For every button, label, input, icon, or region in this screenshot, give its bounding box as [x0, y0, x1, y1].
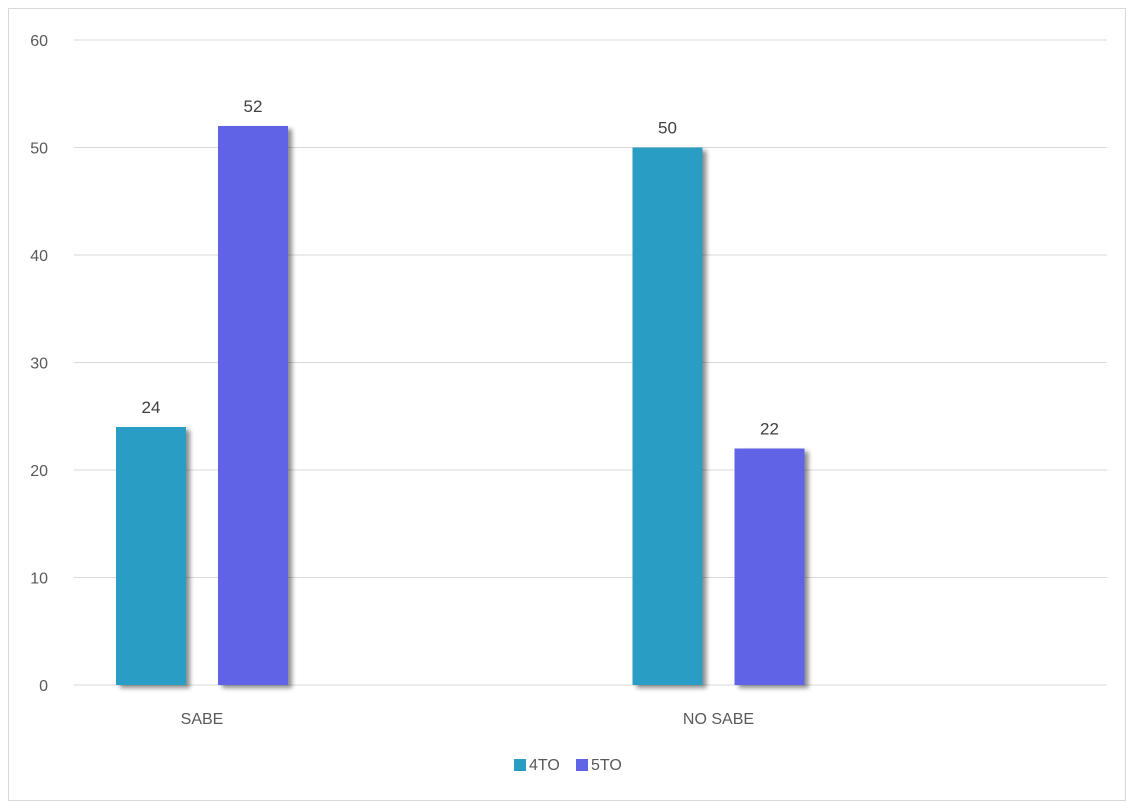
y-tick-label-40: 40: [30, 248, 48, 265]
data-label-4TO-no-sabe: 50: [658, 119, 677, 138]
bar-5TO-sabe: [218, 126, 288, 685]
y-tick-label-50: 50: [30, 141, 48, 158]
x-tick-label-sabe: SABE: [181, 711, 224, 728]
y-tick-label-10: 10: [30, 571, 48, 588]
bars: [116, 126, 805, 685]
y-tick-label-30: 30: [30, 356, 48, 373]
legend-label-4TO: 4TO: [529, 757, 560, 774]
bar-4TO-sabe: [116, 427, 186, 685]
legend: 4TO 5TO: [514, 757, 622, 774]
y-tick-label-60: 60: [30, 33, 48, 50]
legend-swatch-5TO: [576, 759, 588, 771]
chart-frame: [8, 8, 1126, 801]
x-axis-categories: SABE NO SABE: [181, 711, 754, 728]
y-tick-label-20: 20: [30, 463, 48, 480]
x-tick-label-no-sabe: NO SABE: [683, 711, 754, 728]
data-label-5TO-no-sabe: 22: [760, 420, 779, 439]
y-axis-ticks: 0 10 20 30 40 50 60: [30, 33, 48, 695]
data-label-5TO-sabe: 52: [244, 97, 263, 116]
legend-swatch-4TO: [514, 759, 526, 771]
y-tick-label-0: 0: [39, 678, 48, 695]
data-labels: 24 52 50 22: [142, 97, 779, 439]
data-label-4TO-sabe: 24: [142, 398, 161, 417]
bar-4TO-no-sabe: [632, 147, 703, 685]
legend-label-5TO: 5TO: [591, 757, 622, 774]
bar-5TO-no-sabe: [734, 448, 805, 685]
